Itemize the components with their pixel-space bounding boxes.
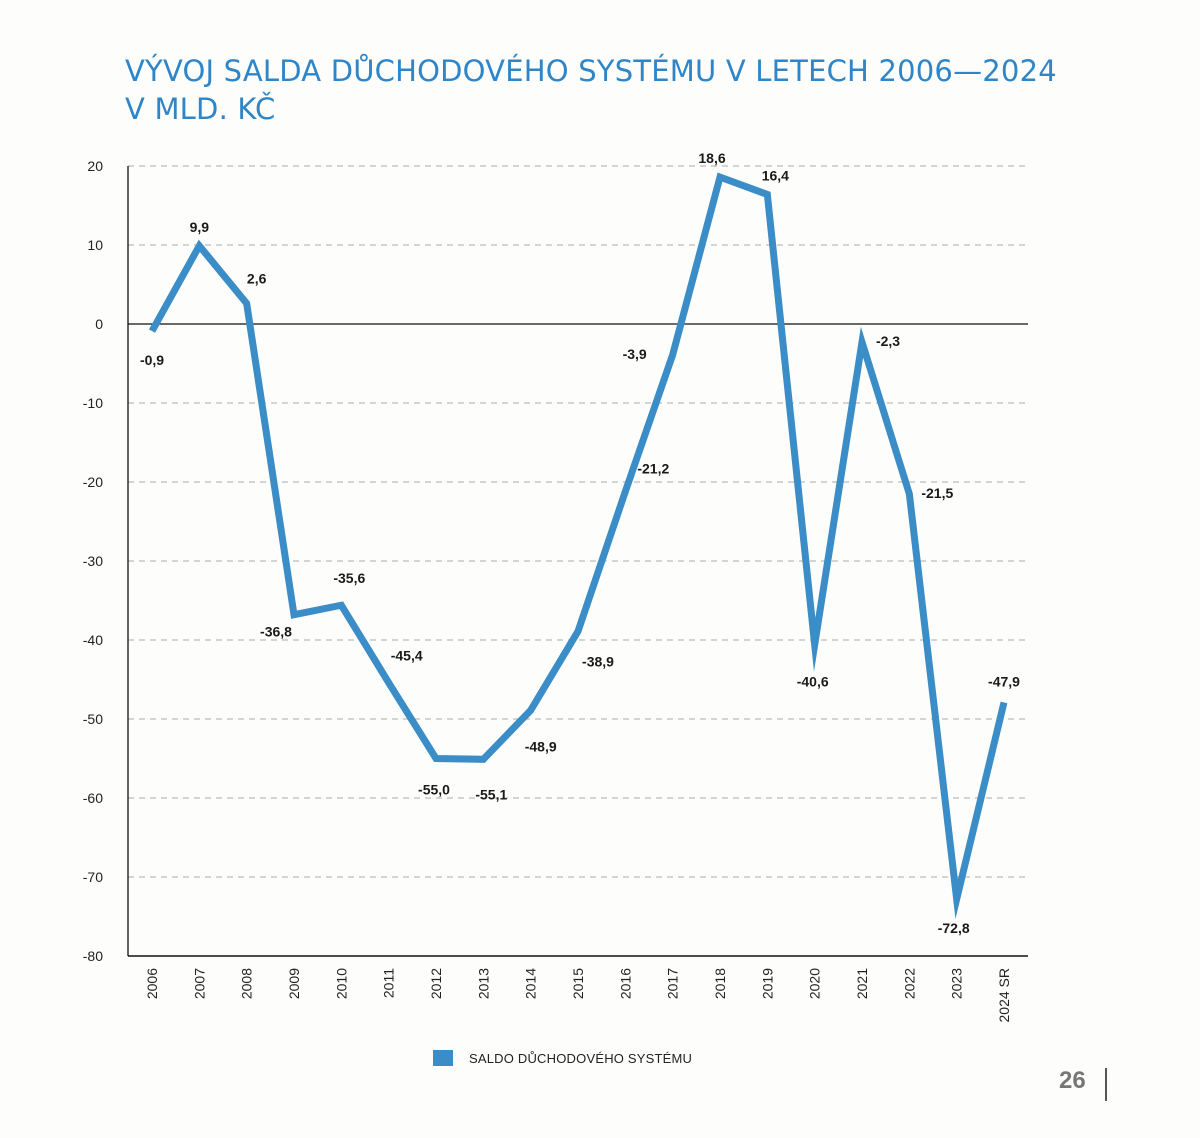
page-number: 26 <box>1059 1067 1086 1094</box>
data-label: -35,6 <box>333 570 365 586</box>
x-tick-label: 2006 <box>144 968 160 999</box>
y-tick-label: 20 <box>87 158 103 174</box>
data-label: -47,9 <box>988 673 1020 689</box>
x-tick-label: 2022 <box>901 968 917 999</box>
y-tick-label: -10 <box>83 395 103 411</box>
data-labels: -0,9 9,9 2,6 -36,8 -35,6 -45,4 -55,0 -55,1 -48,9… <box>140 150 1020 936</box>
y-tick-label: 10 <box>87 237 103 253</box>
data-label: -0,9 <box>140 352 164 368</box>
x-tick-label: 2014 <box>523 968 539 999</box>
data-label: -48,9 <box>525 738 557 754</box>
x-tick-label: 2019 <box>759 968 775 999</box>
series-line <box>148 172 1008 920</box>
data-label: -55,0 <box>418 782 450 798</box>
data-label: -2,3 <box>876 333 900 349</box>
chart-title: VÝVOJ SALDA DŮCHODOVÉHO SYSTÉMU V LETECH… <box>125 52 1125 128</box>
series-layer <box>148 172 1008 920</box>
data-label: -38,9 <box>582 653 614 669</box>
y-tick-label: -50 <box>83 711 103 727</box>
x-tick-label: 2018 <box>712 968 728 999</box>
data-label: -55,1 <box>475 786 507 802</box>
x-tick-label: 2013 <box>475 968 491 999</box>
data-label: 16,4 <box>762 167 789 183</box>
legend-label: SALDO DŮCHODOVÉHO SYSTÉMU <box>469 1050 693 1066</box>
x-tick-label: 2024 SR <box>996 968 1012 1022</box>
x-tick-label: 2011 <box>381 968 397 998</box>
x-tick-label: 2020 <box>807 968 823 999</box>
y-tick-labels: 20 10 0 -10 -20 -30 -40 -50 -60 -70 -80 <box>83 158 103 964</box>
chart-title-line-2: V MLD. KČ <box>125 92 276 126</box>
data-label: -72,8 <box>938 920 970 936</box>
x-tick-label: 2023 <box>949 968 965 999</box>
y-tick-label: -20 <box>83 474 103 490</box>
y-tick-label: -40 <box>83 632 103 648</box>
y-tick-label: 0 <box>95 316 103 332</box>
x-tick-label: 2010 <box>333 968 349 999</box>
data-label: -21,5 <box>921 485 953 501</box>
y-tick-label: -60 <box>83 790 103 806</box>
x-tick-label: 2016 <box>617 968 633 999</box>
data-label: 9,9 <box>190 219 210 235</box>
x-tick-label: 2012 <box>428 968 444 999</box>
data-label: -3,9 <box>623 346 647 362</box>
legend: SALDO DŮCHODOVÉHO SYSTÉMU <box>433 1050 692 1066</box>
x-tick-label: 2009 <box>286 968 302 999</box>
data-label: -21,2 <box>637 460 669 476</box>
data-label: -36,8 <box>260 624 292 640</box>
x-tick-label: 2015 <box>570 968 586 999</box>
axes <box>127 166 1028 957</box>
data-label: -45,4 <box>391 648 423 664</box>
data-label: -40,6 <box>797 674 829 690</box>
x-tick-label: 2021 <box>854 968 870 999</box>
x-tick-label: 2017 <box>665 968 681 999</box>
page-divider <box>1105 1068 1107 1101</box>
chart-title-line-1: VÝVOJ SALDA DŮCHODOVÉHO SYSTÉMU V LETECH… <box>125 54 1057 88</box>
data-label: 2,6 <box>247 270 267 286</box>
x-tick-label: 2008 <box>239 968 255 999</box>
legend-swatch <box>433 1050 453 1066</box>
y-tick-label: -30 <box>83 553 103 569</box>
x-tick-labels: 2006 2007 2008 2009 2010 2011 2012 2013 2014 2015… <box>144 968 1012 1023</box>
y-tick-label: -70 <box>83 869 103 885</box>
y-tick-label: -80 <box>83 948 103 964</box>
data-label: 18,6 <box>698 150 725 166</box>
x-tick-label: 2007 <box>191 968 207 999</box>
